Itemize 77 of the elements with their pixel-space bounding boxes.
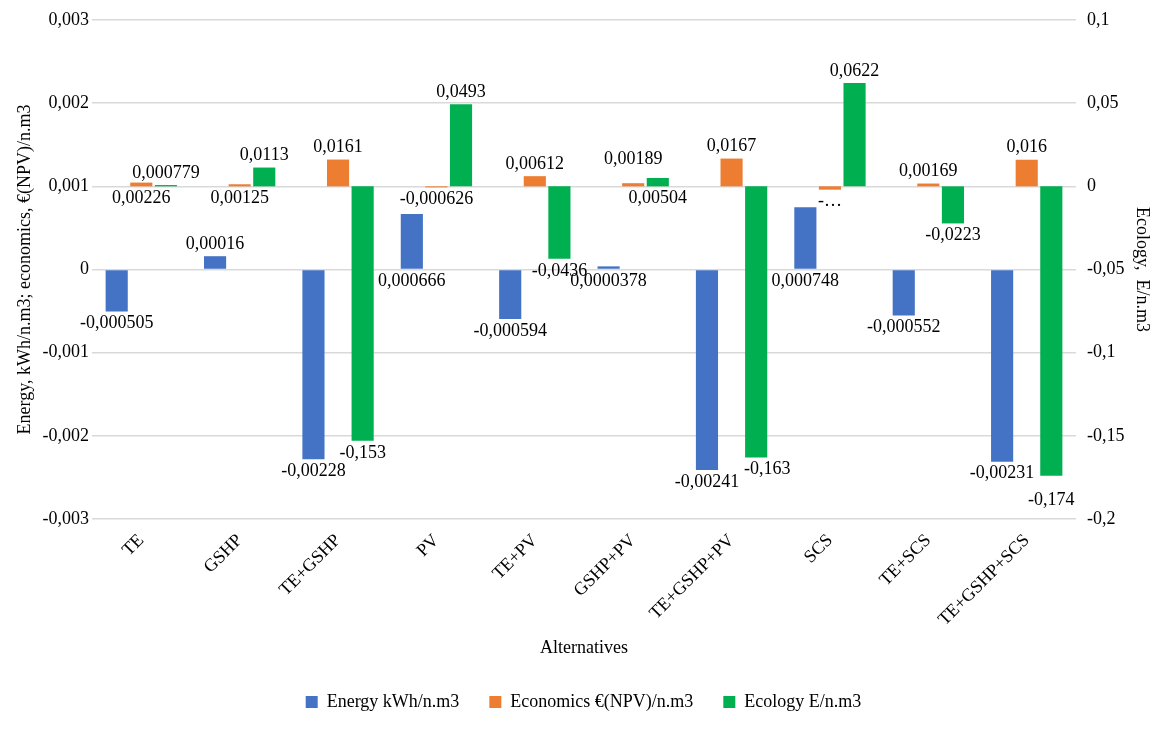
y2-axis-title: Ecology, E/n.m3 <box>1133 207 1154 332</box>
x-axis-title: Alternatives <box>540 636 628 657</box>
data-label: 0,0167 <box>706 135 757 156</box>
bar <box>351 186 374 441</box>
data-label: 0,000666 <box>378 269 446 290</box>
bar <box>695 270 719 470</box>
bar <box>228 184 251 187</box>
y-tick-label: -0,001 <box>42 341 90 362</box>
data-label: 0,00125 <box>210 187 269 208</box>
data-label: 0,0493 <box>436 81 486 102</box>
y-tick-label: 0,001 <box>48 175 90 196</box>
bar <box>818 186 842 190</box>
y2-tick-label: -0,1 <box>1086 341 1116 362</box>
data-label: -0,000505 <box>79 312 154 333</box>
bar <box>326 159 350 187</box>
data-label: -0,000552 <box>866 316 941 337</box>
data-label: -0,00241 <box>674 470 740 491</box>
data-label: 0,00169 <box>899 160 958 181</box>
legend-label: Ecology E/n.m3 <box>744 690 862 711</box>
bar <box>548 186 571 259</box>
bar <box>720 158 743 187</box>
bar <box>523 176 546 187</box>
y2-tick-label: -0,2 <box>1086 507 1116 528</box>
y2-tick-label: 0 <box>1086 175 1096 196</box>
bar <box>892 270 915 316</box>
data-label: 0,00612 <box>505 152 565 173</box>
bar <box>204 256 227 269</box>
bar <box>449 104 473 187</box>
bar <box>1015 159 1038 187</box>
data-label: -0,153 <box>339 441 386 462</box>
bar <box>253 167 276 187</box>
x-tick-label: PV <box>412 529 443 561</box>
data-label: -0,00228 <box>281 459 346 480</box>
bar <box>622 183 645 187</box>
bar <box>400 214 423 269</box>
y-axis-title: Energy, kWh/n.m3; economics, €(NPV)/n.m3 <box>13 104 35 435</box>
data-label: -0,174 <box>1028 488 1075 509</box>
y2-tick-label: -0,15 <box>1086 424 1125 445</box>
y-tick-label: -0,003 <box>42 507 90 528</box>
data-label: 0,000748 <box>771 269 840 290</box>
data-label: 0,00016 <box>185 232 245 253</box>
data-label: 0,00504 <box>628 187 688 208</box>
y2-tick-label: 0,05 <box>1086 91 1119 112</box>
data-label: 0,016 <box>1006 136 1047 157</box>
y2-tick-label: 0,1 <box>1086 8 1110 29</box>
bar <box>499 270 522 319</box>
data-label: 0,0622 <box>829 59 880 80</box>
x-tick-label: SCS <box>799 529 837 567</box>
x-tick-label: TE <box>117 529 148 560</box>
bar <box>941 186 964 224</box>
bar <box>1040 186 1063 476</box>
y2-tick-label: -0,05 <box>1086 258 1125 279</box>
data-label: -0,163 <box>743 458 791 479</box>
data-label: -0,000594 <box>473 319 547 340</box>
bar <box>991 270 1014 462</box>
bar <box>597 266 620 269</box>
bar <box>105 270 128 312</box>
bar <box>745 186 768 458</box>
data-label: -… <box>817 190 842 211</box>
bar <box>794 207 817 269</box>
y-tick-label: 0,002 <box>48 91 90 112</box>
data-label: -0,000626 <box>399 188 474 209</box>
data-label: -0,00231 <box>969 462 1035 483</box>
bar <box>843 82 866 187</box>
data-label: 0,000779 <box>132 161 200 182</box>
data-label: 0,0113 <box>239 144 289 165</box>
data-label: 0,00189 <box>603 147 663 168</box>
bar <box>302 270 325 460</box>
y-tick-label: 0,003 <box>48 8 90 29</box>
data-label: -0,0223 <box>925 224 981 245</box>
data-label: 0,00226 <box>112 187 171 208</box>
y-tick-label: 0 <box>80 258 90 279</box>
legend-label: Energy kWh/n.m3 <box>326 690 460 711</box>
y-tick-label: -0,002 <box>42 424 90 445</box>
data-label: 0,0161 <box>313 136 363 157</box>
legend-label: Economics €(NPV)/n.m3 <box>510 690 694 712</box>
bar <box>646 177 669 187</box>
